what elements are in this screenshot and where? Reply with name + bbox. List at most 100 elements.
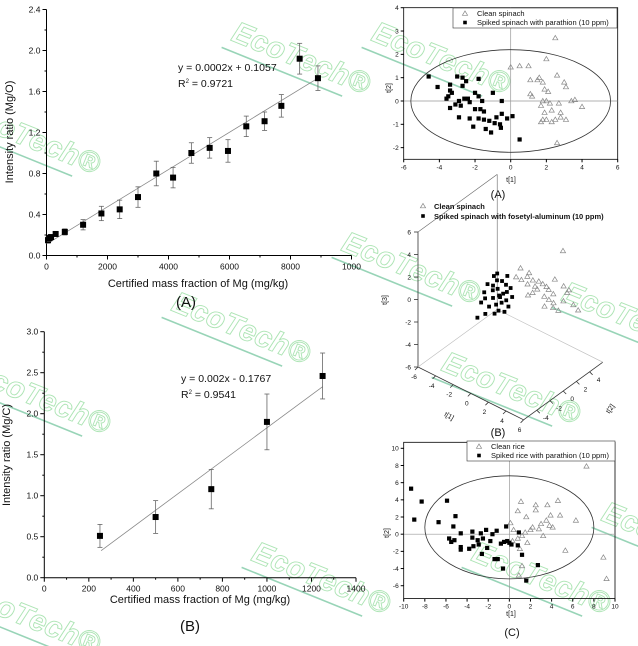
pca-c-y-tick-label: 6 bbox=[395, 480, 399, 487]
pca-b-clean-point bbox=[550, 299, 557, 306]
pca-b-t1-tick-label: 0 bbox=[465, 400, 469, 407]
pca-a-x-tick-label: -6 bbox=[401, 164, 407, 171]
chart-a-x-tick-label: 6000 bbox=[220, 262, 239, 272]
pca-c-clean-point bbox=[532, 501, 539, 508]
pca-c-clean-point bbox=[517, 498, 525, 504]
pca-b-t1-tick-label: 6 bbox=[518, 427, 522, 434]
pca-a-spiked-point bbox=[517, 137, 522, 142]
chart-a-data-point bbox=[278, 102, 285, 109]
pca-b-clean-point bbox=[541, 293, 548, 299]
pca-c-spiked-point bbox=[485, 545, 490, 551]
pca-c-clean-point bbox=[515, 572, 523, 578]
pca-c-x-tick-label: 0 bbox=[508, 604, 512, 611]
pca-a-y-tick-label: 4 bbox=[395, 5, 399, 12]
pca-a-y-axis-label: t[2] bbox=[386, 83, 393, 93]
pca-c-clean-point bbox=[529, 524, 536, 530]
pca-c-clean-point bbox=[583, 463, 590, 469]
pca-b-clean-point bbox=[560, 297, 567, 304]
pca-c-spiked-point bbox=[516, 530, 521, 535]
pca-c-x-tick-label: 10 bbox=[611, 604, 619, 611]
pca-b-legend-triangle-icon bbox=[419, 202, 427, 209]
pca-a-spiked-point bbox=[467, 116, 472, 121]
chart-a-data-point bbox=[98, 210, 105, 217]
pca-b-legend-square-icon bbox=[421, 214, 425, 218]
chart-a-equation: y = 0.0002x + 0.1057 bbox=[178, 62, 277, 74]
pca-b-clean-point bbox=[551, 276, 559, 282]
pca-b-clean-point bbox=[574, 306, 582, 313]
pca-a-legend-triangle-icon bbox=[461, 10, 469, 16]
pca-b-spiked-point bbox=[491, 283, 495, 288]
pca-c-clean-point bbox=[507, 519, 514, 526]
pca-b-spiked-point bbox=[502, 309, 507, 314]
pca-c-legend-label-clean: Clean rice bbox=[491, 442, 525, 451]
pca-b-t2-tick bbox=[562, 390, 567, 395]
pca-a-legend-square-icon bbox=[463, 20, 467, 25]
chart-b-x-tick-label: 1000 bbox=[257, 584, 276, 594]
pca-b-spiked-point bbox=[506, 304, 511, 309]
pca-b-spiked-point bbox=[495, 271, 500, 276]
chart-b-x-tick-label: 1200 bbox=[302, 584, 321, 594]
pca-c-y-tick-label: -2 bbox=[393, 549, 399, 556]
pca-b-clean-point bbox=[560, 282, 567, 289]
pca-c-clean-point bbox=[524, 539, 531, 545]
pca-c-spiked-point bbox=[444, 498, 450, 503]
pca-b-spiked-point bbox=[491, 296, 495, 300]
pca-a-clean-point bbox=[553, 139, 561, 146]
pca-c-spiked-point bbox=[447, 536, 452, 541]
pca-a-legend-box bbox=[452, 7, 618, 29]
chart-a-x-tick-label: 0 bbox=[44, 262, 49, 272]
pca-c-clean-point bbox=[549, 524, 556, 530]
pca-b-t1-tick-label: 4 bbox=[500, 418, 504, 425]
pca-a-panel-label: (A) bbox=[491, 189, 506, 201]
chart-a-fit-line bbox=[47, 77, 319, 244]
pca-b-y-axis-label: t[2] bbox=[605, 403, 616, 415]
pca-b-spiked-point bbox=[483, 312, 488, 316]
pca-c-spiked-point bbox=[479, 551, 484, 557]
pca-c-spiked-point bbox=[458, 544, 463, 550]
pca-b-t1-tick bbox=[432, 375, 436, 380]
pca-b-clean-point bbox=[541, 303, 548, 309]
pca-a-legend-label-spiked: Spiked spinach with parathion (10 ppm) bbox=[477, 18, 609, 27]
chart-a-data-point bbox=[80, 221, 87, 228]
pca-c-clean-point bbox=[600, 554, 607, 560]
pca-b-t2-tick bbox=[576, 381, 580, 385]
pca-c-spiked-point bbox=[480, 536, 486, 541]
chart-a-data-point bbox=[170, 174, 177, 181]
pca-b-clean-point bbox=[524, 280, 531, 287]
pca-b-clean-point bbox=[559, 247, 567, 254]
pca-a-spiked-point bbox=[490, 90, 495, 95]
pca-c-rice-parathion: t[1] t[2] (C) -10 -8 -6 -4 -2 0 2 4 6 8 10 -6 -4 -2 0 2… bbox=[384, 440, 619, 639]
pca-a-spiked-point bbox=[458, 103, 463, 108]
pca-a-spiked-point bbox=[467, 100, 472, 105]
pca-a-spiked-point bbox=[488, 130, 494, 135]
pca-a-clean-point bbox=[544, 88, 552, 94]
pca-b-legend-label-spiked: Spiked spinach with fosetyl-aluminum (10… bbox=[434, 212, 604, 221]
chart-b-fit-line bbox=[100, 386, 323, 551]
pca-c-spiked-point bbox=[471, 544, 476, 549]
pca-a-spiked-point bbox=[494, 115, 499, 120]
pca-a-confidence-ellipse bbox=[410, 49, 611, 153]
pca-b-clean-point bbox=[545, 296, 553, 302]
pca-a-y-tick-label: -2 bbox=[393, 145, 399, 152]
pca-b-clean-point bbox=[529, 289, 536, 295]
pca-a-x-tick-label: 4 bbox=[580, 164, 584, 171]
pca-c-x-tick-label: -10 bbox=[399, 604, 409, 611]
chart-a-y-tick-label: 0.0 bbox=[29, 251, 41, 261]
pca-b-t2-tick-label: -2 bbox=[556, 406, 562, 413]
pca-b-clean-point bbox=[524, 291, 532, 298]
pca-b-t1-tick bbox=[449, 384, 454, 388]
pca-a-x-tick-label: -2 bbox=[472, 164, 478, 171]
chart-a-y-tick-label: 1.6 bbox=[29, 87, 41, 97]
pca-a-spiked-point bbox=[472, 107, 478, 112]
pca-b-legend-label-clean: Clean spinach bbox=[434, 202, 485, 211]
chart-a-x-tick-label: 4000 bbox=[159, 262, 178, 272]
pca-a-clean-point bbox=[552, 116, 559, 122]
pca-b-spiked-point bbox=[496, 308, 501, 313]
pca-b-clean-point bbox=[563, 289, 571, 295]
pca-b-t1-tick-label: -2 bbox=[446, 392, 452, 399]
pca-c-clean-point bbox=[543, 517, 550, 523]
pca-c-y-tick-label: -4 bbox=[393, 566, 399, 573]
pca-b-clean-point bbox=[543, 283, 550, 289]
